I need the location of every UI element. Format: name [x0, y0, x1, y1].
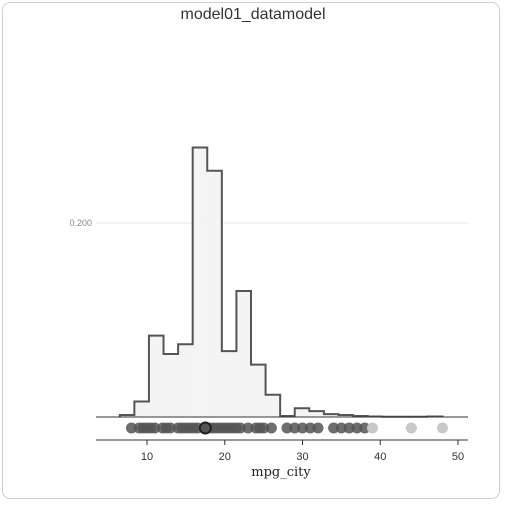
data-point: [312, 422, 324, 434]
data-point: [343, 422, 355, 434]
x-tick-label: 40: [374, 451, 386, 463]
histogram-bar: [163, 353, 179, 417]
data-point: [366, 422, 378, 434]
y-tick-label: 0.200: [69, 218, 92, 228]
data-point: [335, 422, 347, 434]
data-point: [328, 422, 340, 434]
histogram-bar: [178, 344, 193, 417]
data-point: [436, 422, 448, 434]
data-point: [242, 422, 254, 434]
data-point: [359, 422, 371, 434]
x-tick-label: 30: [296, 451, 308, 463]
data-point: [304, 422, 316, 434]
data-point: [258, 422, 270, 434]
histogram-bars: [118, 146, 444, 418]
histogram-bar: [309, 411, 324, 417]
rug-points: [125, 421, 448, 435]
data-point: [125, 422, 137, 434]
histogram-bar: [250, 364, 266, 417]
histogram-bar: [221, 351, 237, 417]
data-point: [265, 422, 277, 434]
x-tick-label: 50: [452, 451, 464, 463]
data-point: [149, 422, 161, 434]
data-point: [405, 422, 417, 434]
grid-layer: 0.200: [69, 218, 468, 228]
x-axis-label: mpg_city: [251, 465, 311, 480]
histogram-outline: [118, 146, 444, 418]
data-point: [234, 422, 246, 434]
chart-title: model01_datamodel: [180, 6, 326, 23]
histogram-bar: [236, 290, 251, 417]
x-tick-label: 20: [219, 451, 231, 463]
histogram-bar: [148, 335, 164, 417]
histogram-bar: [265, 394, 281, 417]
data-point: [281, 422, 293, 434]
histogram-bar: [134, 401, 149, 417]
histogram-bar: [294, 408, 310, 417]
data-point: [164, 422, 176, 434]
histogram-bar: [192, 147, 208, 417]
data-point: [289, 422, 301, 434]
highlighted-data-point: [198, 421, 212, 435]
histogram-bar: [207, 170, 222, 417]
x-axis: 10 20 30 40 50: [141, 440, 464, 463]
data-point: [297, 422, 308, 434]
data-point: [351, 422, 363, 434]
x-tick-label: 10: [141, 451, 153, 463]
histogram-bar: [323, 414, 339, 417]
